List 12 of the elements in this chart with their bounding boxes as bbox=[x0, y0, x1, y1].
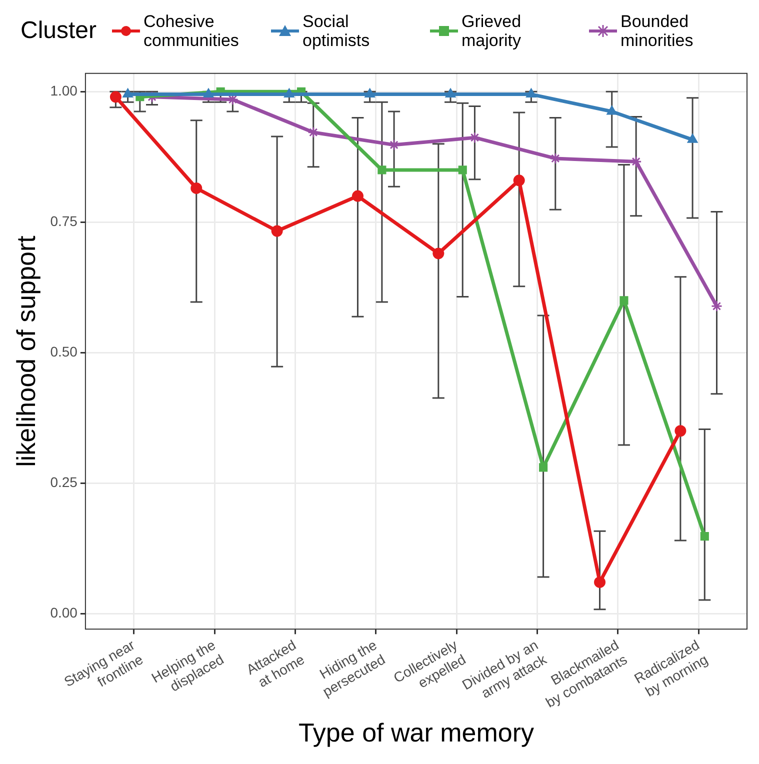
legend-label: Social optimists bbox=[302, 12, 371, 50]
y-tick-label: 1.00 bbox=[50, 82, 78, 99]
legend-label: Grieved majority bbox=[462, 12, 522, 50]
y-axis-title: likelihood of support bbox=[10, 234, 41, 467]
y-tick-label: 0.25 bbox=[50, 474, 78, 490]
y-tick-label: 0.75 bbox=[50, 212, 78, 229]
x-axis-title: Type of war memory bbox=[298, 718, 534, 748]
y-tick-label: 0.00 bbox=[50, 604, 78, 620]
legend-title: Cluster bbox=[20, 17, 97, 45]
y-tick-label: 0.50 bbox=[50, 343, 78, 360]
legend-label: Cohesive communities bbox=[144, 12, 240, 50]
legend-label: Bounded minorities bbox=[620, 12, 694, 50]
